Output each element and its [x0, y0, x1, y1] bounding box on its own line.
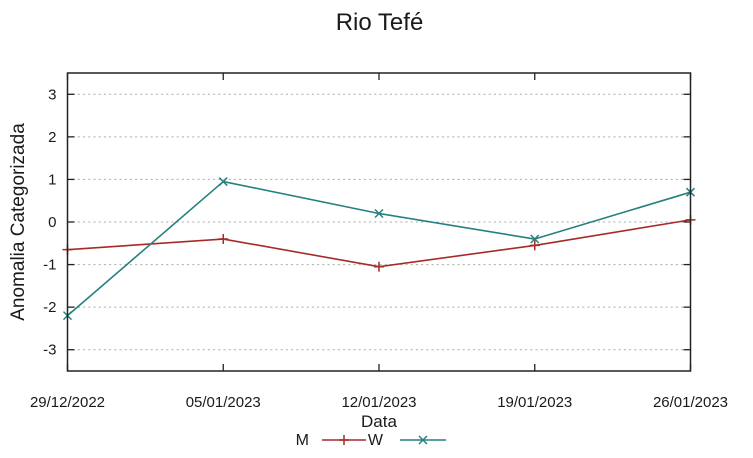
y-tick-label: 3	[48, 86, 56, 103]
y-tick-label: -2	[43, 299, 56, 316]
x-tick-label: 29/12/2022	[30, 394, 105, 411]
series-w-marker	[218, 177, 228, 187]
series-m-line	[67, 219, 691, 268]
y-tick-label: 1	[48, 171, 56, 188]
x-tick-label: 05/01/2023	[186, 394, 261, 411]
series-m-marker	[529, 240, 540, 251]
series-w-marker	[374, 208, 384, 219]
x-tick-label: 12/01/2023	[341, 394, 416, 411]
legend-label-w: W	[368, 432, 384, 449]
chart-title: Rio Tefé	[335, 9, 424, 36]
legend-label-m: M	[296, 432, 309, 449]
y-tick-label: 0	[48, 214, 56, 231]
y-tick-label: 2	[48, 129, 56, 146]
y-tick-label: -1	[43, 257, 56, 274]
legend-marker-m	[339, 435, 349, 445]
series-w-marker	[530, 234, 540, 244]
x-tick-label: 26/01/2023	[653, 394, 728, 411]
series-m-marker	[218, 234, 229, 245]
plot-border	[66, 72, 692, 372]
series-w-line	[66, 180, 691, 317]
legend-marker-w	[418, 435, 428, 445]
x-axis-title: Data	[361, 412, 397, 431]
y-tick-label: -3	[43, 342, 56, 359]
x-tick-label: 19/01/2023	[497, 394, 572, 411]
y-axis-title: Anomalia Categorizada	[8, 123, 29, 321]
series-m-marker	[374, 261, 384, 272]
